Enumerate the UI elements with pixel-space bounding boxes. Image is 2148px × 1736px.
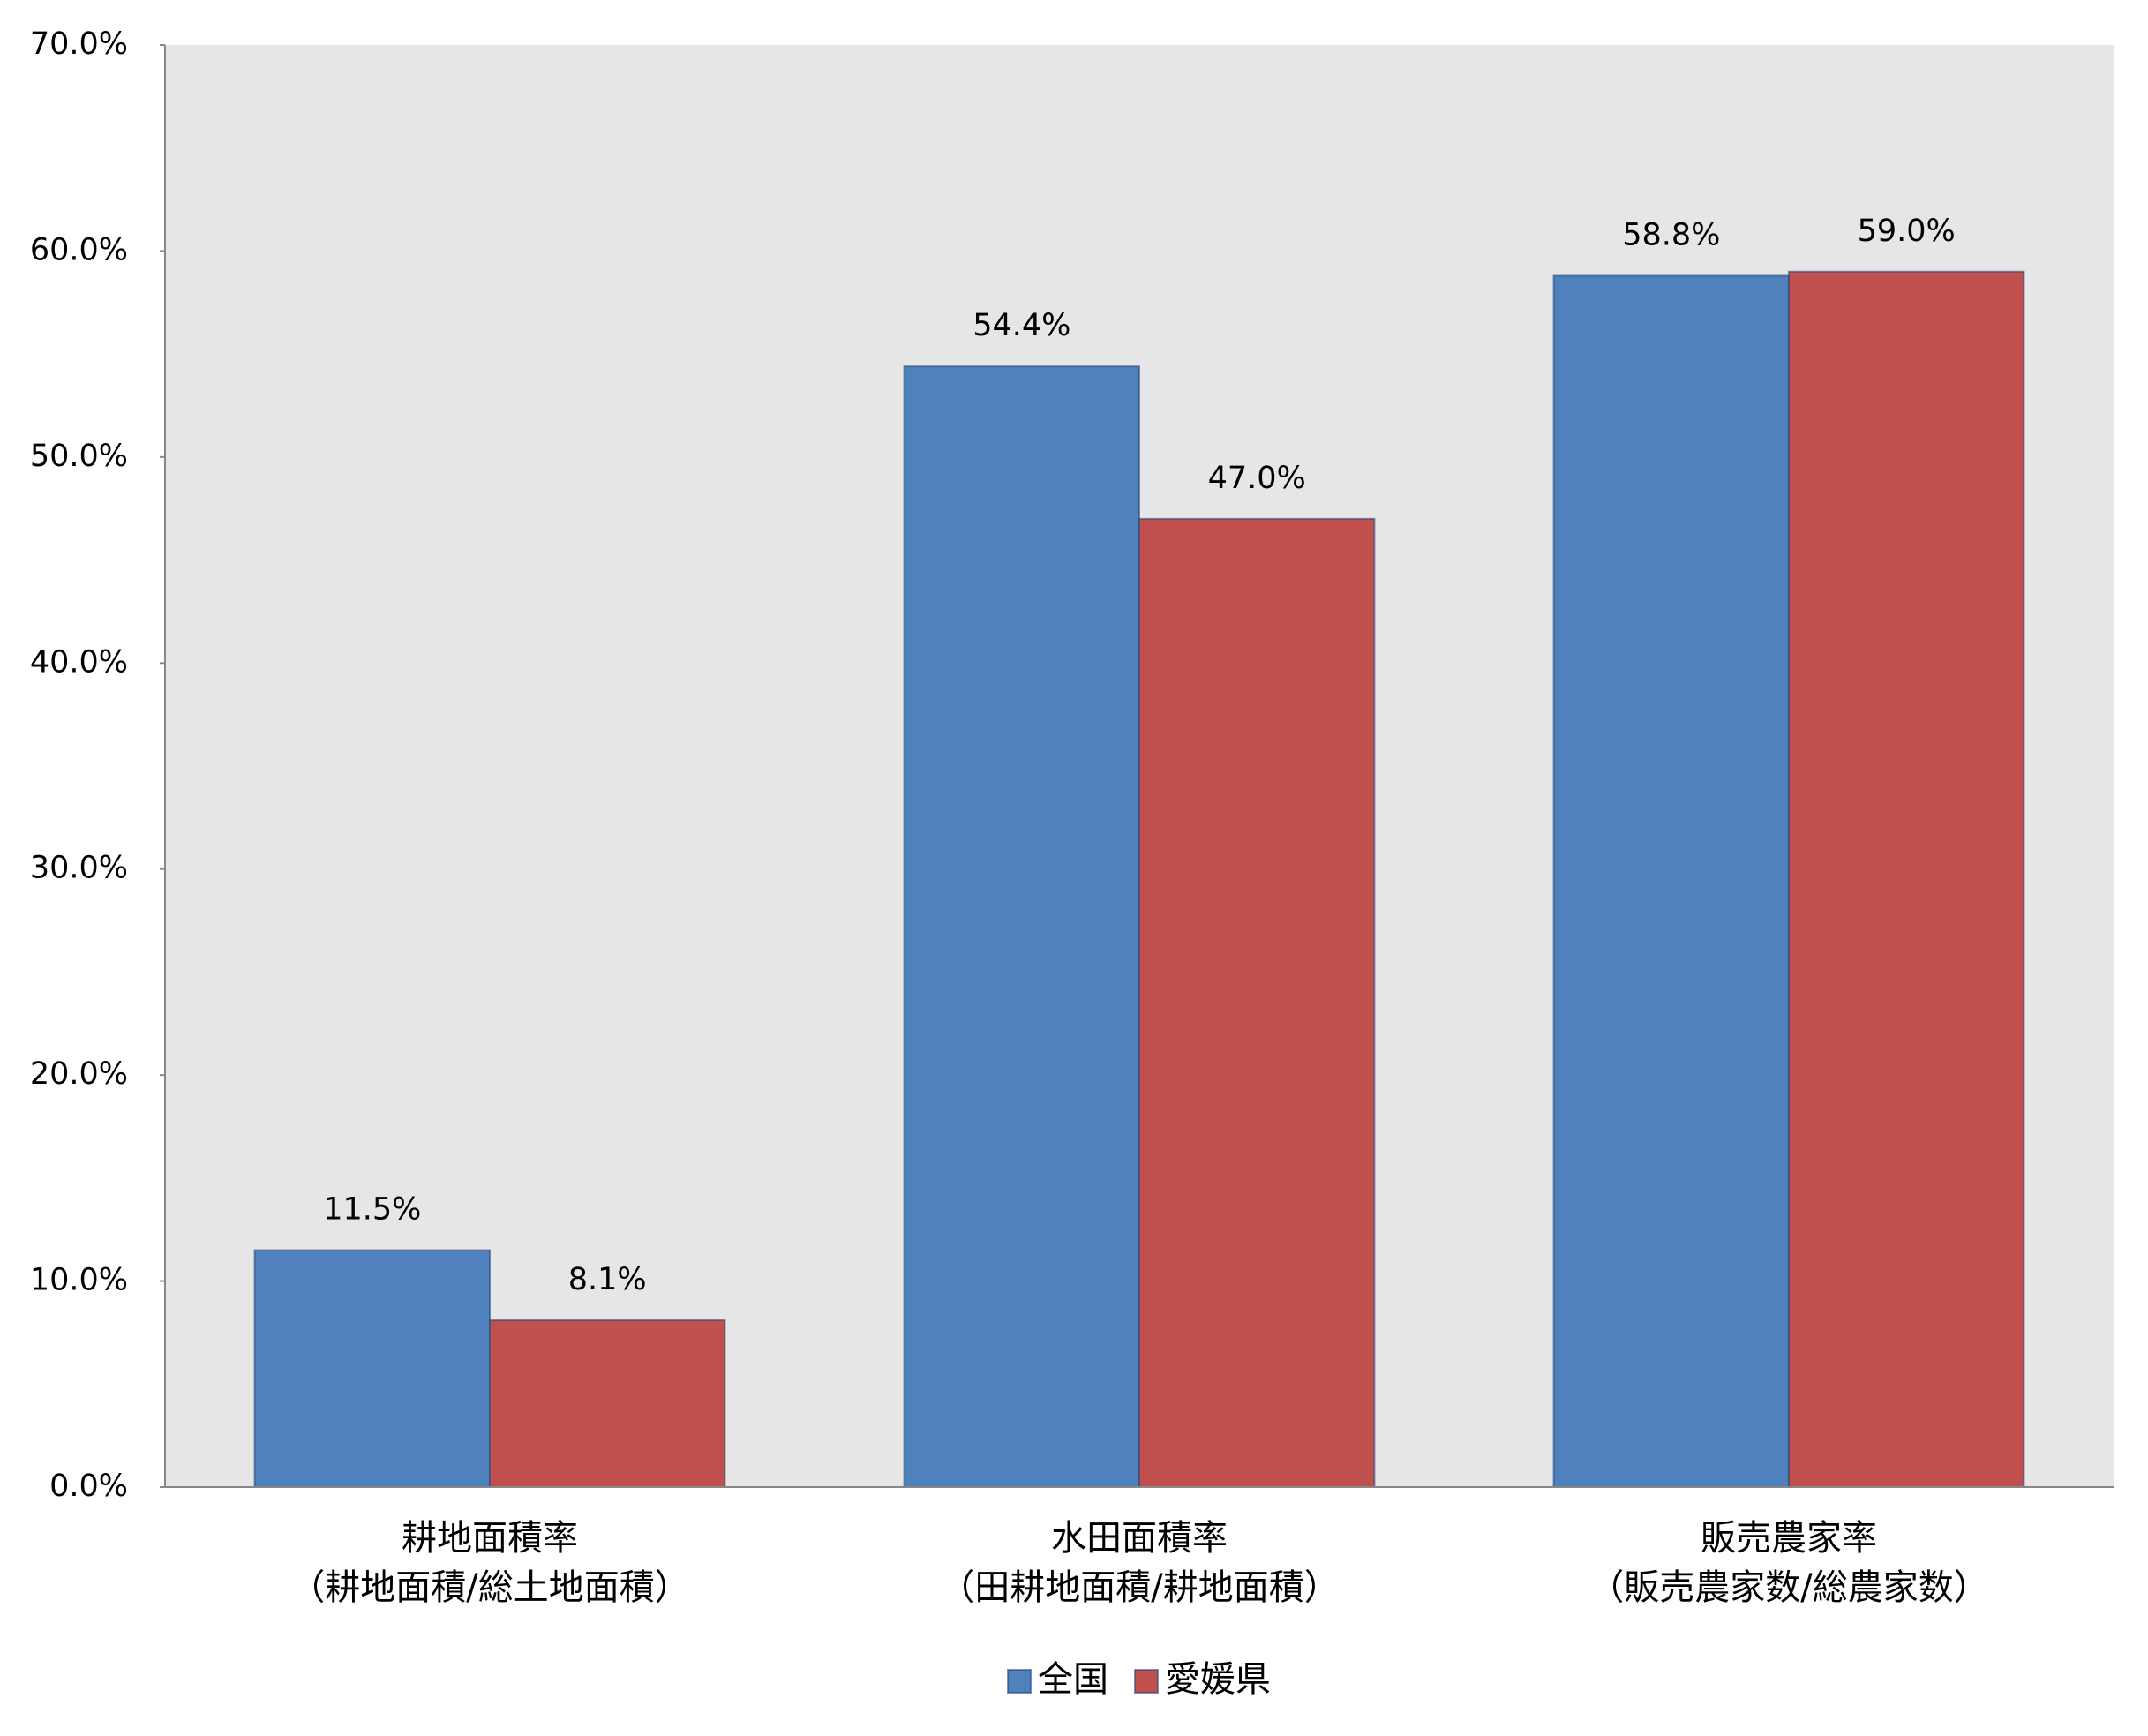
y-tick-label: 50.0% (30, 439, 128, 474)
data-label: 47.0% (1208, 461, 1306, 496)
legend-label: 愛媛県 (1165, 1659, 1271, 1700)
data-label: 58.8% (1622, 217, 1720, 252)
bar (1552, 274, 1790, 1489)
legend-swatch (1134, 1669, 1159, 1694)
bar (489, 1319, 726, 1488)
bar (1788, 270, 2025, 1488)
data-label: 59.0% (1858, 214, 1956, 249)
legend-label: 全国 (1038, 1659, 1108, 1700)
data-label: 11.5% (323, 1192, 421, 1228)
bar (903, 365, 1140, 1488)
bar (1138, 517, 1376, 1488)
y-tick-label: 0.0% (49, 1469, 128, 1504)
y-tick-label: 30.0% (30, 851, 128, 886)
data-label: 54.4% (973, 308, 1070, 343)
data-label: 8.1% (568, 1262, 647, 1297)
y-tick-label: 10.0% (30, 1263, 128, 1298)
bar (253, 1249, 491, 1488)
y-tick-label: 60.0% (30, 232, 128, 267)
y-tick-label: 70.0% (30, 26, 128, 62)
x-tick-label: 販売農家率（販売農家数/総農家数） (1588, 1518, 1988, 1608)
x-tick-label: 水田面積率（田耕地面積/耕地面積） (939, 1518, 1339, 1608)
y-tick-label: 20.0% (30, 1056, 128, 1092)
legend-swatch (1007, 1669, 1032, 1694)
x-tick-label: 耕地面積率（耕地面積/総土地面積） (289, 1518, 689, 1608)
y-tick-label: 40.0% (30, 644, 128, 680)
